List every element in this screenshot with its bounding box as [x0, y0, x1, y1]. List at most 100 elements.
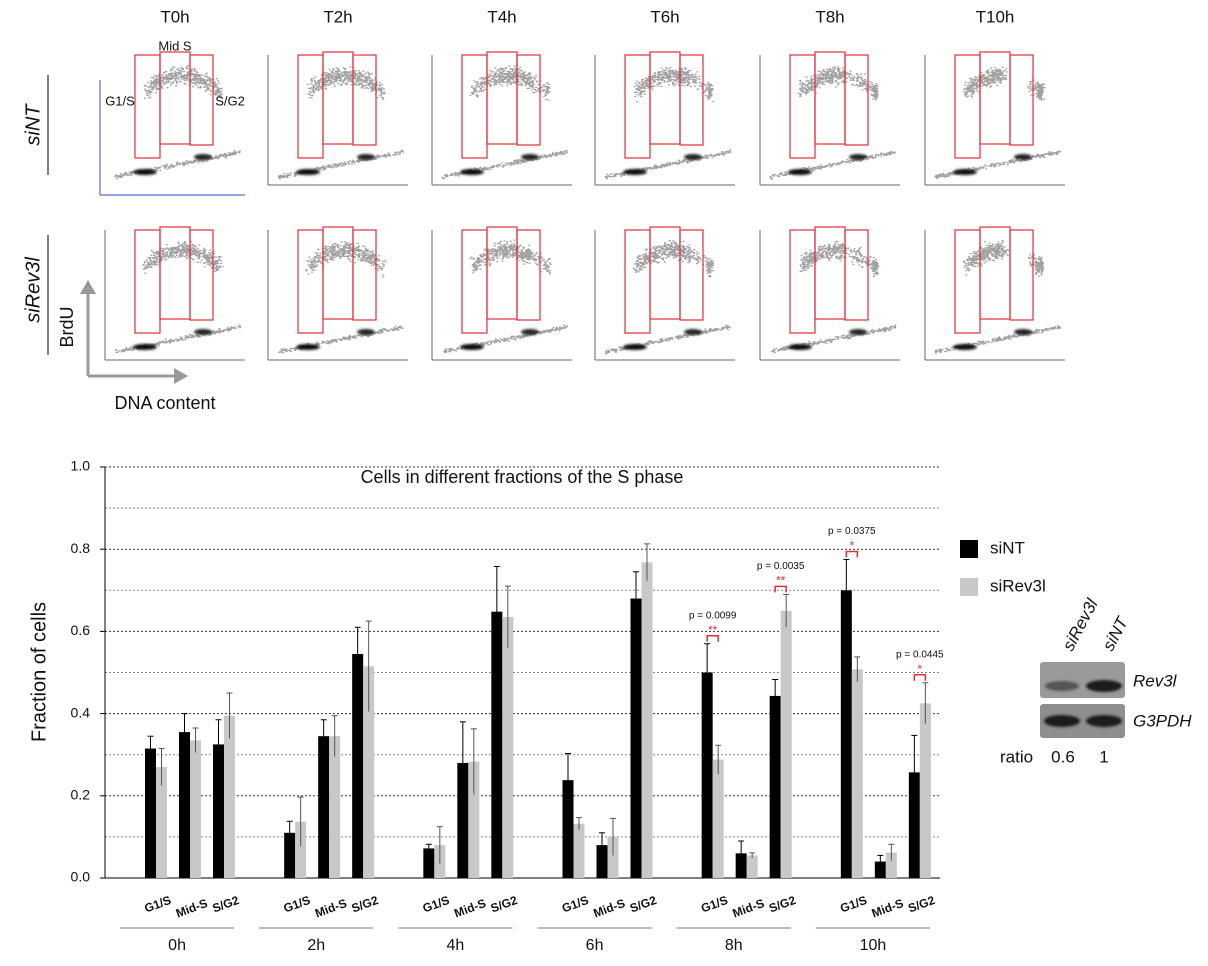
g2-cluster — [684, 329, 702, 335]
scatter-cloud — [935, 67, 1061, 178]
bar — [145, 749, 156, 878]
x-tick-label: G1/S — [282, 893, 312, 916]
g2-cluster — [357, 154, 375, 160]
gate — [790, 55, 815, 158]
g1-cluster — [788, 169, 812, 175]
gate — [955, 230, 980, 333]
bar — [781, 611, 792, 878]
gate — [650, 52, 680, 144]
blot-band — [1045, 681, 1079, 691]
g1-cluster — [133, 169, 157, 175]
scatter-cloud — [442, 65, 567, 178]
bar — [502, 617, 513, 878]
g1-cluster — [460, 344, 484, 350]
g1-cluster — [953, 344, 977, 350]
gate — [462, 55, 487, 158]
column-title: T10h — [976, 7, 1015, 26]
gate — [815, 227, 845, 319]
column-title: T0h — [160, 7, 189, 26]
x-tick-label: S/G2 — [906, 893, 937, 916]
gate — [650, 227, 680, 319]
gate — [625, 55, 650, 158]
p-value: p = 0.0445 — [896, 649, 944, 660]
x-tick-label: S/G2 — [210, 893, 241, 916]
g2-cluster — [194, 329, 212, 335]
x-tick-label: S/G2 — [767, 893, 798, 916]
row-label: siRev3l — [22, 257, 44, 323]
gate — [955, 55, 980, 158]
gate — [980, 52, 1010, 144]
gate — [517, 55, 540, 145]
p-value: p = 0.0099 — [689, 610, 737, 621]
group-label: 10h — [860, 937, 887, 954]
gate — [462, 230, 487, 333]
y-axis-label: BrdU — [57, 306, 77, 347]
gate — [160, 52, 190, 144]
bar — [574, 824, 585, 878]
significance-stars: * — [849, 539, 854, 553]
bar — [841, 590, 852, 878]
y-axis-title: Fraction of cells — [28, 602, 50, 742]
g1-cluster — [296, 169, 320, 175]
ratio-value: 0.6 — [1051, 747, 1075, 766]
gate — [517, 230, 540, 320]
g2-cluster — [194, 154, 212, 160]
gate — [680, 230, 703, 320]
gate — [815, 52, 845, 144]
bar — [423, 848, 434, 878]
bar — [747, 855, 758, 878]
column-title: T2h — [323, 7, 352, 26]
g1-cluster — [623, 169, 647, 175]
y-tick-label: 0.2 — [71, 787, 91, 803]
g2-cluster — [521, 154, 539, 160]
g2-cluster — [1014, 329, 1032, 335]
band-label: G3PDH — [1133, 711, 1192, 730]
arrowhead — [80, 280, 96, 294]
g1-cluster — [953, 169, 977, 175]
significance-stars: ** — [708, 623, 718, 637]
bar — [642, 562, 653, 878]
y-tick-label: 0.6 — [71, 622, 91, 638]
g2-cluster — [849, 154, 867, 160]
gate — [160, 227, 190, 319]
gate-label: S/G2 — [215, 93, 245, 108]
group-label: 2h — [307, 937, 325, 954]
bar — [224, 716, 235, 878]
scatter-cloud — [605, 68, 731, 179]
lane-label: siRev3l — [1059, 595, 1103, 654]
gate — [487, 52, 517, 144]
g1-cluster — [460, 169, 484, 175]
band-label: Rev3l — [1133, 671, 1178, 690]
p-value: p = 0.0035 — [757, 561, 805, 572]
gate — [323, 52, 353, 144]
gate — [353, 230, 376, 320]
gate — [487, 227, 517, 319]
gate-label: G1/S — [105, 93, 135, 108]
x-axis-label: DNA content — [114, 393, 215, 413]
blot-strip — [1040, 662, 1125, 698]
legend-swatch — [960, 578, 978, 596]
scatter-cloud — [116, 242, 241, 353]
x-tick-label: Mid-S — [591, 896, 626, 920]
significance-stars: ** — [776, 574, 786, 588]
g1-cluster — [788, 344, 812, 350]
significance-stars: * — [917, 662, 922, 676]
x-tick-label: S/G2 — [628, 893, 659, 916]
x-tick-label: Mid-S — [452, 896, 487, 920]
gate — [298, 230, 323, 333]
blot-band — [1086, 680, 1122, 692]
gate — [1010, 55, 1033, 145]
group-label: 0h — [168, 937, 186, 954]
bar — [702, 673, 713, 879]
lane-label: siNT — [1099, 613, 1133, 654]
g2-cluster — [684, 154, 702, 160]
group-label: 6h — [586, 937, 604, 954]
gate — [298, 55, 323, 158]
x-tick-label: Mid-S — [313, 896, 348, 920]
scatter-cloud — [115, 66, 240, 179]
row-label: siNT — [22, 103, 44, 146]
bar — [329, 736, 340, 878]
g1-cluster — [296, 344, 320, 350]
x-tick-label: G1/S — [699, 893, 729, 916]
scatter-cloud — [770, 67, 895, 179]
